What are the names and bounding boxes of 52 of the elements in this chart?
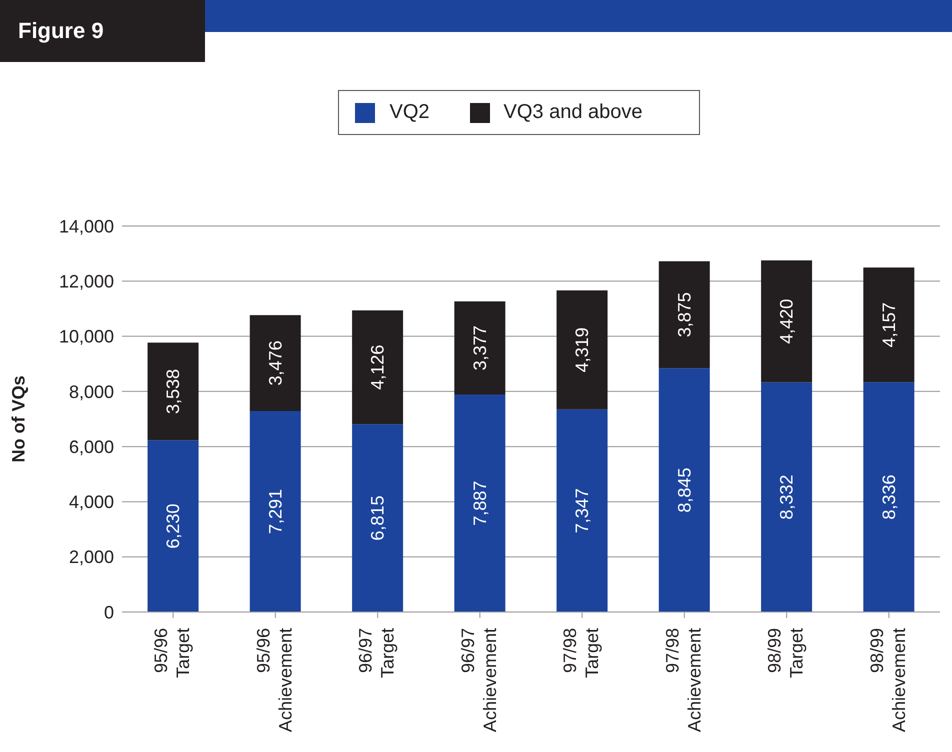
data-label: 8,845 <box>674 468 694 513</box>
bar <box>352 424 404 612</box>
bar <box>658 368 710 612</box>
x-tick-label: 97/98 Target <box>560 628 602 678</box>
bar <box>556 409 608 612</box>
y-tick-label: 4,000 <box>68 492 114 512</box>
y-axis-title: No of VQs <box>8 375 28 463</box>
x-tick-label: 96/97 Achievement <box>458 628 500 732</box>
bar <box>863 382 914 612</box>
bar <box>454 301 506 395</box>
data-label: 6,230 <box>163 504 184 549</box>
x-tick-label: 98/99 Achievement <box>866 628 909 732</box>
data-label: 7,291 <box>265 488 286 534</box>
y-tick-label: 10,000 <box>58 326 114 347</box>
data-label: 4,126 <box>368 344 388 390</box>
x-tick-label: 97/98 Achievement <box>662 628 704 732</box>
x-tick-label: 95/96 Target <box>151 628 194 678</box>
data-label: 3,377 <box>470 325 490 371</box>
x-tick-label: 96/97 Target <box>356 628 398 678</box>
bar <box>761 260 812 382</box>
data-label: 8,332 <box>776 474 797 520</box>
y-tick-label: 12,000 <box>58 272 114 292</box>
bar <box>148 440 199 612</box>
data-label: 7,347 <box>572 488 592 534</box>
bar <box>250 410 301 612</box>
data-label: 3,476 <box>265 340 286 386</box>
y-tick-label: 2,000 <box>68 547 114 568</box>
data-label: 6,815 <box>368 496 388 541</box>
data-label: 4,319 <box>572 327 592 372</box>
chart-title: Figure 9 <box>0 0 205 62</box>
bar <box>556 290 608 410</box>
y-tick-label: 6,000 <box>68 436 114 457</box>
bar <box>863 268 914 382</box>
data-label: 8,336 <box>878 474 899 520</box>
data-label: 3,538 <box>163 368 184 414</box>
data-label: 3,875 <box>674 292 694 338</box>
bar <box>250 315 301 411</box>
x-tick-label: 95/96 Achievement <box>253 628 296 732</box>
y-tick-label: 14,000 <box>58 216 114 236</box>
bar <box>658 261 710 368</box>
data-label: 7,887 <box>470 480 490 526</box>
data-label: 4,420 <box>776 298 797 344</box>
bar <box>148 342 199 440</box>
legend-label: VQ2 <box>389 101 430 123</box>
bar <box>454 394 506 612</box>
y-tick-label: 0 <box>104 602 114 622</box>
data-label: 4,157 <box>878 302 899 348</box>
y-tick-label: 8,000 <box>68 382 114 402</box>
bar <box>761 382 812 612</box>
legend-label: VQ3 and above <box>504 101 643 123</box>
bar <box>352 310 404 424</box>
x-tick-label: 98/99 Target <box>764 628 807 678</box>
